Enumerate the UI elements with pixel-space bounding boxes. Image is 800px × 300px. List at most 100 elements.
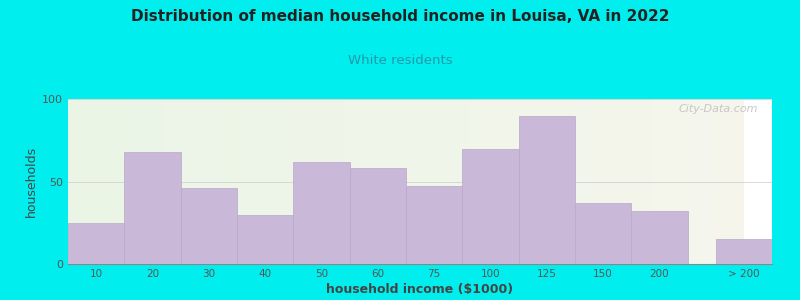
Bar	[524, 99, 527, 264]
Bar	[541, 99, 545, 264]
Bar	[281, 99, 284, 264]
Bar	[673, 99, 676, 264]
Bar	[703, 99, 706, 264]
Bar	[386, 99, 389, 264]
Bar	[88, 99, 92, 264]
Bar	[626, 99, 629, 264]
Bar	[592, 99, 595, 264]
Bar	[109, 99, 112, 264]
Bar	[331, 99, 335, 264]
Bar	[382, 99, 386, 264]
Bar	[183, 99, 186, 264]
Bar	[727, 99, 730, 264]
Bar	[176, 99, 179, 264]
Bar	[294, 162, 350, 264]
Bar	[82, 99, 85, 264]
Bar	[217, 99, 220, 264]
Bar	[375, 99, 379, 264]
Bar	[142, 99, 146, 264]
Bar	[650, 99, 653, 264]
Bar	[237, 99, 240, 264]
Bar	[98, 99, 102, 264]
Bar	[443, 99, 446, 264]
Bar	[301, 99, 305, 264]
Bar	[697, 99, 700, 264]
Bar	[264, 99, 267, 264]
Bar	[562, 99, 565, 264]
Bar	[115, 99, 118, 264]
Bar	[254, 99, 258, 264]
Bar	[598, 99, 602, 264]
Bar	[490, 99, 494, 264]
Bar	[349, 99, 352, 264]
Bar	[338, 99, 342, 264]
Bar	[433, 99, 436, 264]
Bar	[190, 99, 193, 264]
Bar	[345, 99, 349, 264]
Bar	[487, 99, 490, 264]
Bar	[606, 99, 609, 264]
Bar	[389, 99, 393, 264]
Bar	[342, 99, 345, 264]
Bar	[247, 99, 250, 264]
Bar	[156, 99, 159, 264]
Bar	[510, 99, 514, 264]
Bar	[454, 99, 457, 264]
Bar	[653, 99, 656, 264]
Bar	[274, 99, 278, 264]
Bar	[700, 99, 703, 264]
Bar	[548, 99, 551, 264]
Bar	[609, 99, 612, 264]
Bar	[595, 99, 598, 264]
Bar	[372, 99, 375, 264]
Bar	[335, 99, 338, 264]
Bar	[690, 99, 693, 264]
Bar	[706, 99, 710, 264]
Bar	[162, 99, 166, 264]
Bar	[457, 99, 460, 264]
Bar	[234, 99, 237, 264]
Bar	[95, 99, 98, 264]
Bar	[416, 99, 419, 264]
Bar	[305, 99, 308, 264]
Bar	[588, 99, 592, 264]
Bar	[170, 99, 173, 264]
Bar	[258, 99, 261, 264]
Bar	[430, 99, 433, 264]
Bar	[102, 99, 105, 264]
Bar	[720, 99, 723, 264]
Bar	[686, 99, 690, 264]
Bar	[737, 99, 741, 264]
Bar	[68, 223, 124, 264]
Bar	[206, 99, 210, 264]
Bar	[680, 99, 683, 264]
Bar	[406, 99, 410, 264]
Bar	[659, 99, 662, 264]
Bar	[358, 99, 362, 264]
Bar	[575, 99, 578, 264]
Bar	[74, 99, 78, 264]
Bar	[460, 99, 463, 264]
Bar	[139, 99, 142, 264]
Bar	[534, 99, 538, 264]
Bar	[173, 99, 176, 264]
Bar	[602, 99, 606, 264]
Bar	[230, 99, 234, 264]
Bar	[118, 99, 122, 264]
Bar	[298, 99, 301, 264]
Text: White residents: White residents	[348, 54, 452, 67]
Bar	[527, 99, 531, 264]
Bar	[723, 99, 727, 264]
Bar	[741, 99, 744, 264]
Bar	[68, 99, 71, 264]
Bar	[240, 99, 244, 264]
Bar	[270, 99, 274, 264]
Bar	[261, 99, 264, 264]
Bar	[197, 99, 200, 264]
Bar	[484, 99, 487, 264]
Text: Distribution of median household income in Louisa, VA in 2022: Distribution of median household income …	[130, 9, 670, 24]
Bar	[474, 99, 477, 264]
Bar	[716, 239, 772, 264]
Bar	[328, 99, 331, 264]
Bar	[730, 99, 734, 264]
